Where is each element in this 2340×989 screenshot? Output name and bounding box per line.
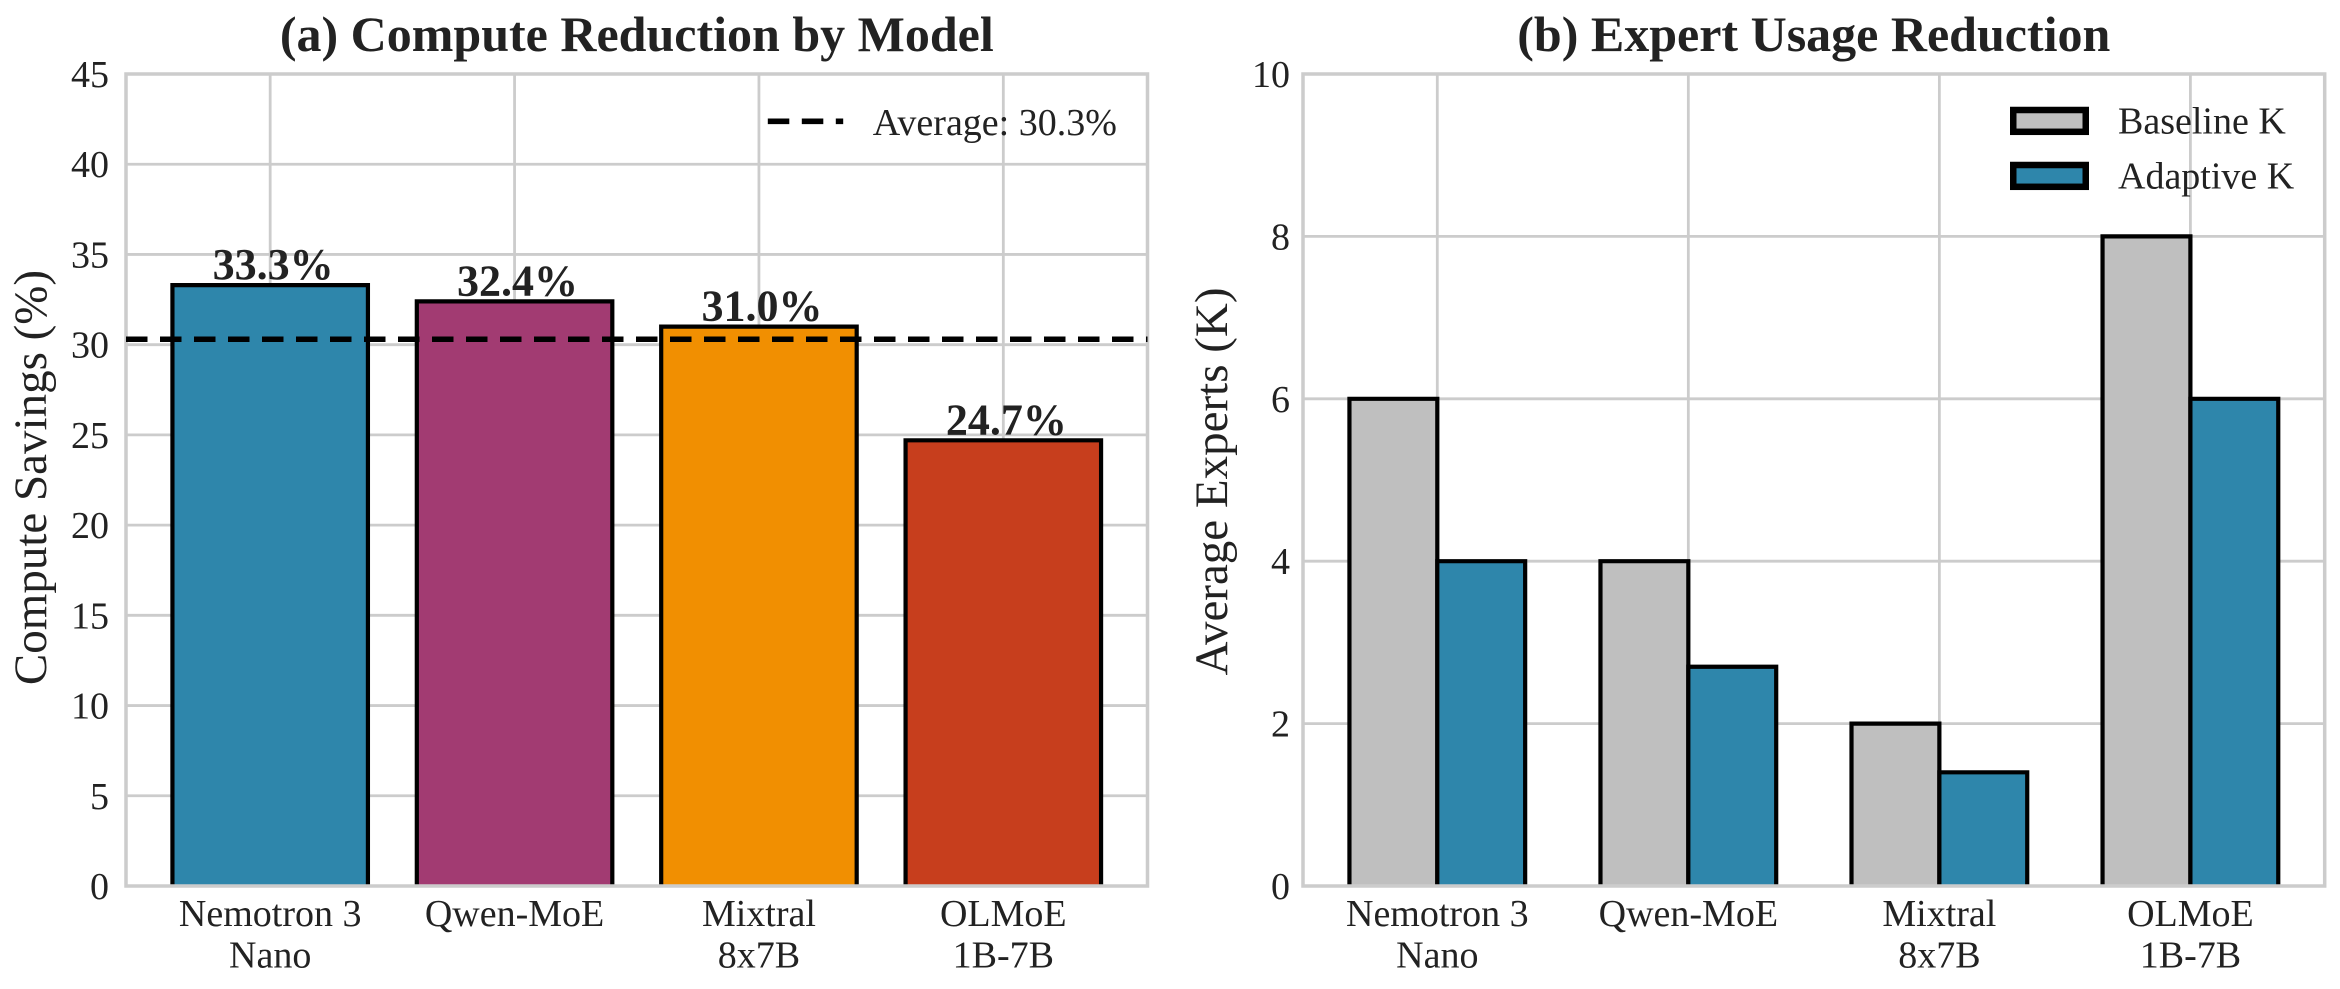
svg-text:1B-7B: 1B-7B xyxy=(953,935,1054,977)
svg-text:8: 8 xyxy=(1271,216,1290,258)
svg-text:0: 0 xyxy=(1271,866,1290,908)
svg-text:24.7%: 24.7% xyxy=(946,395,1067,444)
svg-text:Average: 30.3%: Average: 30.3% xyxy=(873,102,1117,144)
svg-text:(a) Compute Reduction by Model: (a) Compute Reduction by Model xyxy=(280,6,994,62)
svg-text:6: 6 xyxy=(1271,379,1290,421)
svg-text:31.0%: 31.0% xyxy=(701,282,822,331)
svg-text:Nemotron 3: Nemotron 3 xyxy=(179,893,362,935)
svg-text:Qwen-MoE: Qwen-MoE xyxy=(1599,893,1778,935)
svg-text:Qwen-MoE: Qwen-MoE xyxy=(425,893,604,935)
svg-text:Nano: Nano xyxy=(229,935,311,977)
svg-text:Average Experts (K): Average Experts (K) xyxy=(1186,287,1238,675)
svg-text:4: 4 xyxy=(1271,541,1290,583)
svg-text:25: 25 xyxy=(71,415,109,457)
svg-text:OLMoE: OLMoE xyxy=(2127,893,2254,935)
svg-text:32.4%: 32.4% xyxy=(457,256,578,305)
svg-text:33.3%: 33.3% xyxy=(213,240,334,289)
svg-text:5: 5 xyxy=(90,776,109,818)
svg-text:35: 35 xyxy=(71,234,109,276)
svg-text:Mixtral: Mixtral xyxy=(702,893,816,935)
svg-text:8x7B: 8x7B xyxy=(718,935,800,977)
svg-text:45: 45 xyxy=(71,54,109,96)
svg-text:8x7B: 8x7B xyxy=(1898,935,1980,977)
svg-text:2: 2 xyxy=(1271,704,1290,746)
svg-text:Nemotron 3: Nemotron 3 xyxy=(1346,893,1529,935)
svg-text:Adaptive K: Adaptive K xyxy=(2118,156,2295,198)
svg-text:10: 10 xyxy=(71,686,109,728)
svg-text:Nano: Nano xyxy=(1396,935,1478,977)
svg-text:OLMoE: OLMoE xyxy=(940,893,1067,935)
svg-text:10: 10 xyxy=(1252,54,1290,96)
svg-text:40: 40 xyxy=(71,144,109,186)
svg-text:Mixtral: Mixtral xyxy=(1882,893,1996,935)
svg-text:Baseline K: Baseline K xyxy=(2118,101,2286,143)
svg-text:1B-7B: 1B-7B xyxy=(2140,935,2241,977)
svg-text:15: 15 xyxy=(71,595,109,637)
svg-text:30: 30 xyxy=(71,325,109,367)
svg-text:Compute Savings (%): Compute Savings (%) xyxy=(5,270,57,685)
svg-text:20: 20 xyxy=(71,505,109,547)
svg-text:0: 0 xyxy=(90,866,109,908)
svg-text:(b) Expert Usage Reduction: (b) Expert Usage Reduction xyxy=(1517,6,2110,62)
